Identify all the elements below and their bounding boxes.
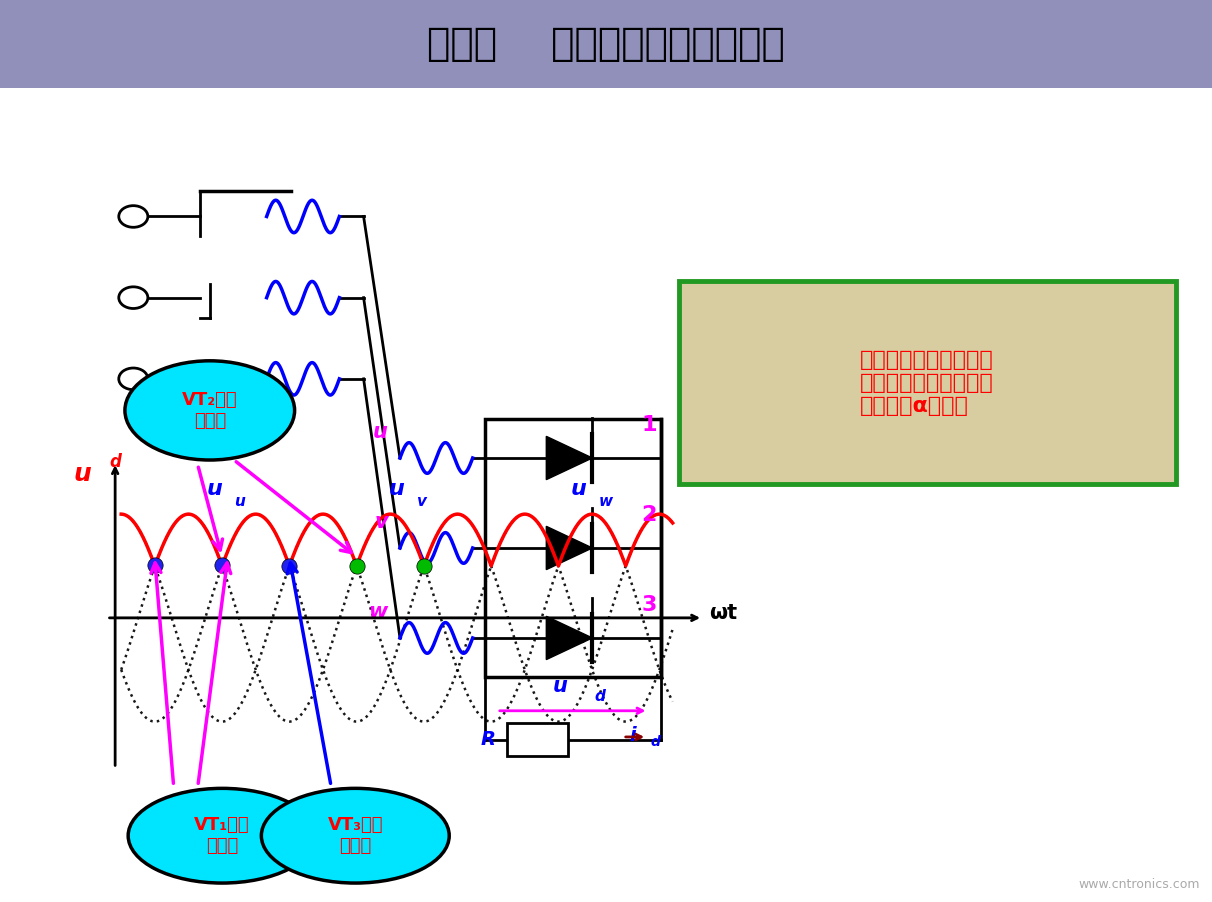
Ellipse shape: [128, 788, 316, 883]
Bar: [485, 419, 661, 676]
Text: R: R: [480, 730, 494, 750]
Text: d: d: [109, 453, 121, 471]
Text: 不可控整流电路的自然
换相点就是可控整流电
路控制角α的起点: 不可控整流电路的自然 换相点就是可控整流电 路控制角α的起点: [861, 350, 994, 416]
Text: ωt: ωt: [709, 603, 737, 623]
Text: u: u: [389, 479, 405, 499]
Polygon shape: [547, 437, 593, 480]
Text: v: v: [375, 511, 388, 531]
Polygon shape: [547, 616, 593, 659]
Text: VT₂控制
角起点: VT₂控制 角起点: [182, 391, 238, 430]
Text: i: i: [629, 725, 635, 745]
Text: v: v: [417, 494, 427, 510]
Text: 2: 2: [641, 505, 657, 525]
Text: u: u: [373, 422, 388, 442]
Ellipse shape: [262, 788, 450, 883]
Text: u: u: [553, 676, 568, 696]
Text: u: u: [207, 479, 223, 499]
Text: u: u: [571, 479, 587, 499]
Text: VT₃控制
角起点: VT₃控制 角起点: [327, 816, 383, 855]
Text: u: u: [234, 494, 245, 510]
Circle shape: [119, 287, 148, 308]
Circle shape: [119, 206, 148, 227]
Text: d: d: [595, 688, 605, 704]
Text: 第一节    三相半波可控整流电路: 第一节 三相半波可控整流电路: [427, 25, 785, 63]
Text: u: u: [73, 462, 91, 486]
Text: www.cntronics.com: www.cntronics.com: [1079, 879, 1200, 891]
Text: VT₁控制
角起点: VT₁控制 角起点: [194, 816, 250, 855]
Text: w: w: [368, 602, 388, 621]
Circle shape: [119, 368, 148, 390]
Text: w: w: [599, 494, 612, 510]
Text: 1: 1: [641, 416, 657, 436]
FancyBboxPatch shape: [679, 281, 1176, 484]
Polygon shape: [547, 526, 593, 570]
Ellipse shape: [125, 361, 295, 460]
Bar: [0, 0, 1212, 88]
Text: d: d: [651, 735, 661, 750]
Text: 3: 3: [641, 595, 657, 615]
FancyBboxPatch shape: [507, 723, 567, 756]
